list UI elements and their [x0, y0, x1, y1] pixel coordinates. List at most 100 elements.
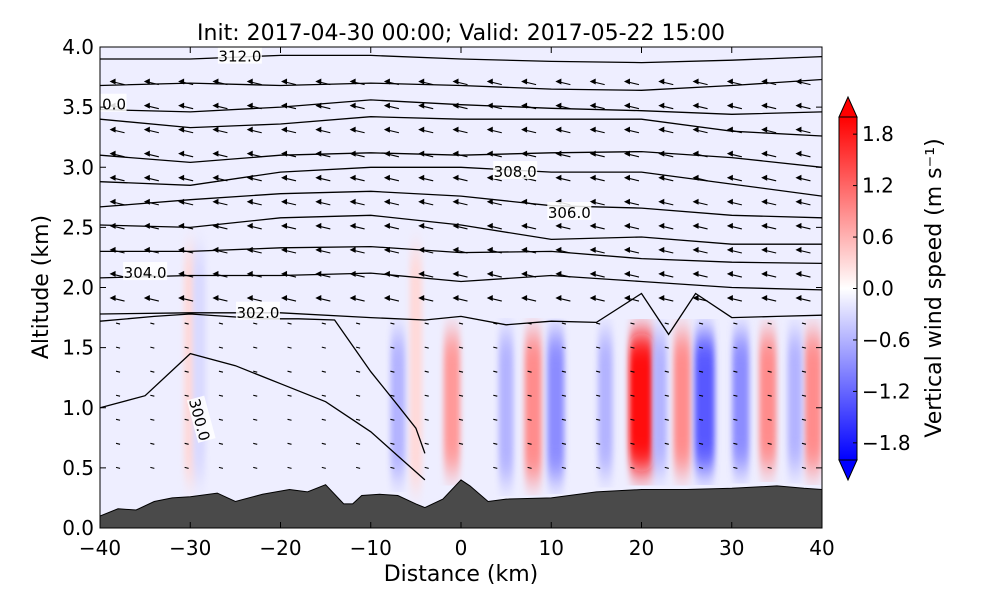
wind-vector-head — [178, 174, 185, 181]
wind-vector-head — [658, 102, 665, 109]
wind-vector-head — [315, 222, 322, 229]
wind-vector — [596, 466, 601, 469]
wind-vector-head — [589, 102, 596, 109]
wind-vector-head — [658, 222, 665, 229]
isentrope-304 — [100, 245, 822, 265]
wind-vector — [561, 394, 567, 397]
colorbar-ticks: 1.8 1.2 0.6 0.0 −0.6 −1.2 −1.8 — [853, 122, 911, 455]
wind-vector-head — [726, 198, 733, 205]
colorbar-extend-bottom — [838, 459, 858, 482]
wind-vector-head — [246, 150, 253, 157]
wind-vector-head — [178, 126, 185, 133]
wind-vector-head — [418, 102, 425, 109]
wind-vector — [287, 418, 292, 421]
wind-vector — [184, 322, 189, 325]
wind-vector — [218, 418, 224, 421]
wind-vector-head — [452, 150, 459, 157]
wind-vector-head — [555, 294, 562, 301]
wind-vector-head — [246, 294, 253, 301]
wind-vector-head — [109, 126, 116, 133]
wind-vector — [253, 418, 258, 421]
wind-vector — [184, 466, 189, 469]
downdraft-cell — [694, 333, 715, 472]
wind-vector-head — [383, 270, 390, 277]
contour-label-text: 308.0 — [494, 163, 537, 181]
downdraft-cell — [598, 333, 613, 474]
y-axis-label: Altitude (km) — [29, 215, 54, 359]
wind-vector — [184, 370, 189, 373]
wind-vector-head — [555, 222, 562, 229]
wind-vector-head — [212, 174, 219, 181]
wind-vector-head — [589, 270, 596, 277]
contour-label: 304.0 — [123, 262, 168, 282]
wind-vector-head — [555, 150, 562, 157]
wind-vector-head — [555, 126, 562, 133]
wind-vector-head — [143, 174, 150, 181]
wind-vector — [664, 322, 669, 325]
wind-vector — [321, 322, 326, 325]
wind-vector — [355, 418, 361, 421]
wind-vector-head — [418, 270, 425, 277]
wind-vector — [630, 394, 635, 397]
wind-vector — [115, 346, 121, 349]
wind-vector — [115, 418, 121, 421]
x-tick-label: 20 — [629, 536, 654, 560]
wind-vector-head — [623, 294, 630, 301]
wind-vector-head — [281, 150, 288, 157]
wind-vector-head — [212, 294, 219, 301]
wind-vector — [767, 442, 772, 445]
wind-vector-head — [178, 246, 185, 253]
colorbar: 1.8 1.2 0.6 0.0 −0.6 −1.2 −1.8 Vertical wind s… — [838, 95, 947, 482]
wind-vector — [458, 370, 464, 373]
chart-title: Init: 2017-04-30 00:00; Valid: 2017-05-2… — [197, 21, 725, 46]
wind-vector-head — [486, 174, 493, 181]
wind-vector — [596, 442, 601, 445]
wind-vector — [355, 346, 361, 349]
wind-vector — [664, 442, 669, 445]
wind-vector — [253, 346, 258, 349]
wind-vector — [424, 394, 429, 397]
wind-vector-head — [555, 102, 562, 109]
wind-vector — [390, 394, 395, 397]
wind-vector-head — [555, 246, 562, 253]
wind-vector-head — [315, 174, 322, 181]
wind-vector-head — [452, 126, 459, 133]
wind-vector-head — [349, 270, 356, 277]
wind-vector-head — [726, 174, 733, 181]
colorbar-tick-label: 1.8 — [862, 122, 894, 146]
y-tick-label: 4.0 — [62, 35, 94, 59]
wind-vector-head — [178, 270, 185, 277]
wind-vector — [561, 442, 567, 445]
wind-vector — [561, 322, 567, 325]
contour-label: 312.0 — [217, 47, 262, 66]
downdraft-cell — [787, 333, 803, 470]
terrain-profile — [100, 479, 822, 528]
wind-vector-head — [795, 150, 802, 157]
wind-vector-head — [418, 150, 425, 157]
wind-vector-head — [658, 294, 665, 301]
wind-vector — [218, 370, 224, 373]
wind-vector — [698, 322, 704, 325]
wind-vector-head — [795, 198, 802, 205]
wind-vector — [390, 346, 395, 349]
wind-vector-head — [486, 150, 493, 157]
wind-vector-head — [555, 270, 562, 277]
wind-vector — [424, 442, 429, 445]
updraft-cell — [673, 333, 691, 472]
wind-vector-head — [589, 198, 596, 205]
wind-vector — [733, 466, 738, 469]
wind-vector-head — [143, 222, 150, 229]
contour-label-text: 312.0 — [218, 48, 261, 66]
wind-vector — [493, 442, 498, 445]
wind-vector — [184, 418, 189, 421]
wind-vector — [150, 394, 155, 397]
wind-vector-head — [623, 78, 630, 85]
wind-vector — [390, 466, 395, 469]
wind-vector-head — [658, 198, 665, 205]
wind-vector-head — [349, 126, 356, 133]
wind-vector-head — [761, 198, 768, 205]
wind-vector-head — [143, 150, 150, 157]
wind-vector-head — [109, 246, 116, 253]
wind-vector — [321, 346, 326, 349]
